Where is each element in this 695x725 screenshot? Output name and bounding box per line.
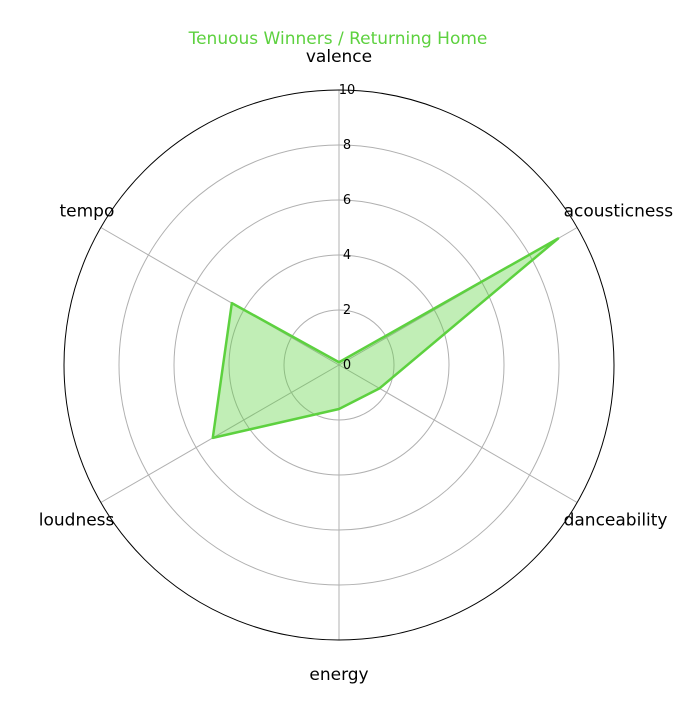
axis-category-labels: valence acousticness danceability energy lou… [39, 47, 673, 685]
radial-tick-label: 0 [343, 358, 351, 373]
radar-series-layer [211, 237, 560, 440]
radar-grid [63, 89, 615, 641]
axis-label-tempo: tempo [60, 202, 115, 222]
radial-tick-label: 10 [339, 83, 356, 98]
radial-tick-label: 6 [343, 193, 351, 208]
grid-spoke [100, 364, 340, 503]
axis-label-valence: valence [306, 47, 372, 67]
radial-tick-label: 8 [343, 138, 351, 153]
series-line [211, 237, 560, 440]
grid-spoke [100, 227, 340, 366]
axis-label-loudness: loudness [39, 511, 115, 531]
outer-frame [63, 89, 615, 641]
chart-title: Tenuous Winners / Returning Home [188, 29, 488, 49]
radial-tick-label: 2 [343, 303, 351, 318]
axis-label-danceability: danceability [564, 511, 668, 531]
axis-label-acousticness: acousticness [564, 202, 674, 222]
axis-label-energy: energy [309, 665, 368, 685]
radial-tick-labels: 0 2 4 6 8 10 [339, 83, 356, 373]
radial-tick-label: 4 [343, 248, 351, 263]
